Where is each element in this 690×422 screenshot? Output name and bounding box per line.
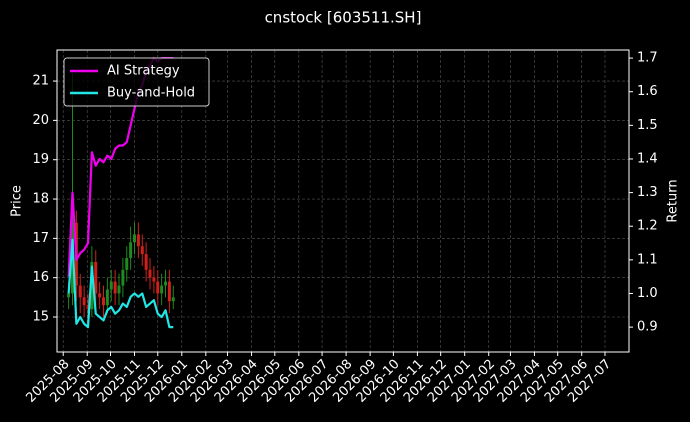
return-line xyxy=(67,238,174,329)
candle-body xyxy=(117,285,121,294)
candle-body xyxy=(156,281,160,294)
chart-title: cnstock [603511.SH] xyxy=(265,9,422,27)
candle-body xyxy=(90,261,94,310)
candle-body xyxy=(102,297,106,306)
legend-label: Buy-and-Hold xyxy=(107,86,195,101)
legend-label: AI Strategy xyxy=(107,64,180,79)
candle-body xyxy=(136,234,140,247)
candle-body xyxy=(167,281,171,302)
y2-tick-label: 1.0 xyxy=(637,286,658,301)
candle-body xyxy=(160,285,164,294)
y-tick-label: 21 xyxy=(32,74,49,89)
y-tick-label: 17 xyxy=(32,231,49,246)
candle-body xyxy=(105,289,109,306)
candle-body xyxy=(129,242,133,259)
candle-body xyxy=(171,297,175,302)
y2-tick-label: 1.4 xyxy=(637,151,658,166)
y2-axis-label: Return xyxy=(666,179,681,222)
y2-tick-label: 1.7 xyxy=(637,51,658,66)
candle-body xyxy=(164,281,168,286)
candle-body xyxy=(86,305,90,310)
candle-body xyxy=(98,293,102,298)
y-tick-label: 18 xyxy=(32,192,49,207)
candle-body xyxy=(109,281,113,290)
y-tick-label: 19 xyxy=(32,152,49,167)
y2-tick-label: 1.3 xyxy=(637,185,658,200)
candle-body xyxy=(144,254,148,270)
candle-body xyxy=(148,269,152,278)
y2-tick-label: 1.5 xyxy=(637,118,658,133)
y-tick-label: 16 xyxy=(32,270,49,285)
y-tick-label: 20 xyxy=(32,113,49,128)
candle-body xyxy=(78,285,82,298)
y-tick-label: 15 xyxy=(32,310,49,325)
y-axis-label: Price xyxy=(10,185,25,217)
candle-body xyxy=(94,261,98,294)
candle-body xyxy=(133,234,137,243)
candle-body xyxy=(125,258,129,270)
candle-body xyxy=(82,297,86,306)
y2-tick-label: 1.2 xyxy=(637,219,658,234)
candle-body xyxy=(152,277,156,282)
candle-body xyxy=(113,281,117,294)
legend-box xyxy=(63,57,210,107)
plot-frame xyxy=(56,49,630,353)
candle-body xyxy=(140,246,144,255)
y2-tick-label: 0.9 xyxy=(637,320,658,335)
candle-body xyxy=(67,293,71,298)
y2-tick-label: 1.1 xyxy=(637,252,658,267)
candle-body xyxy=(121,269,125,286)
y2-tick-label: 1.6 xyxy=(637,84,658,99)
